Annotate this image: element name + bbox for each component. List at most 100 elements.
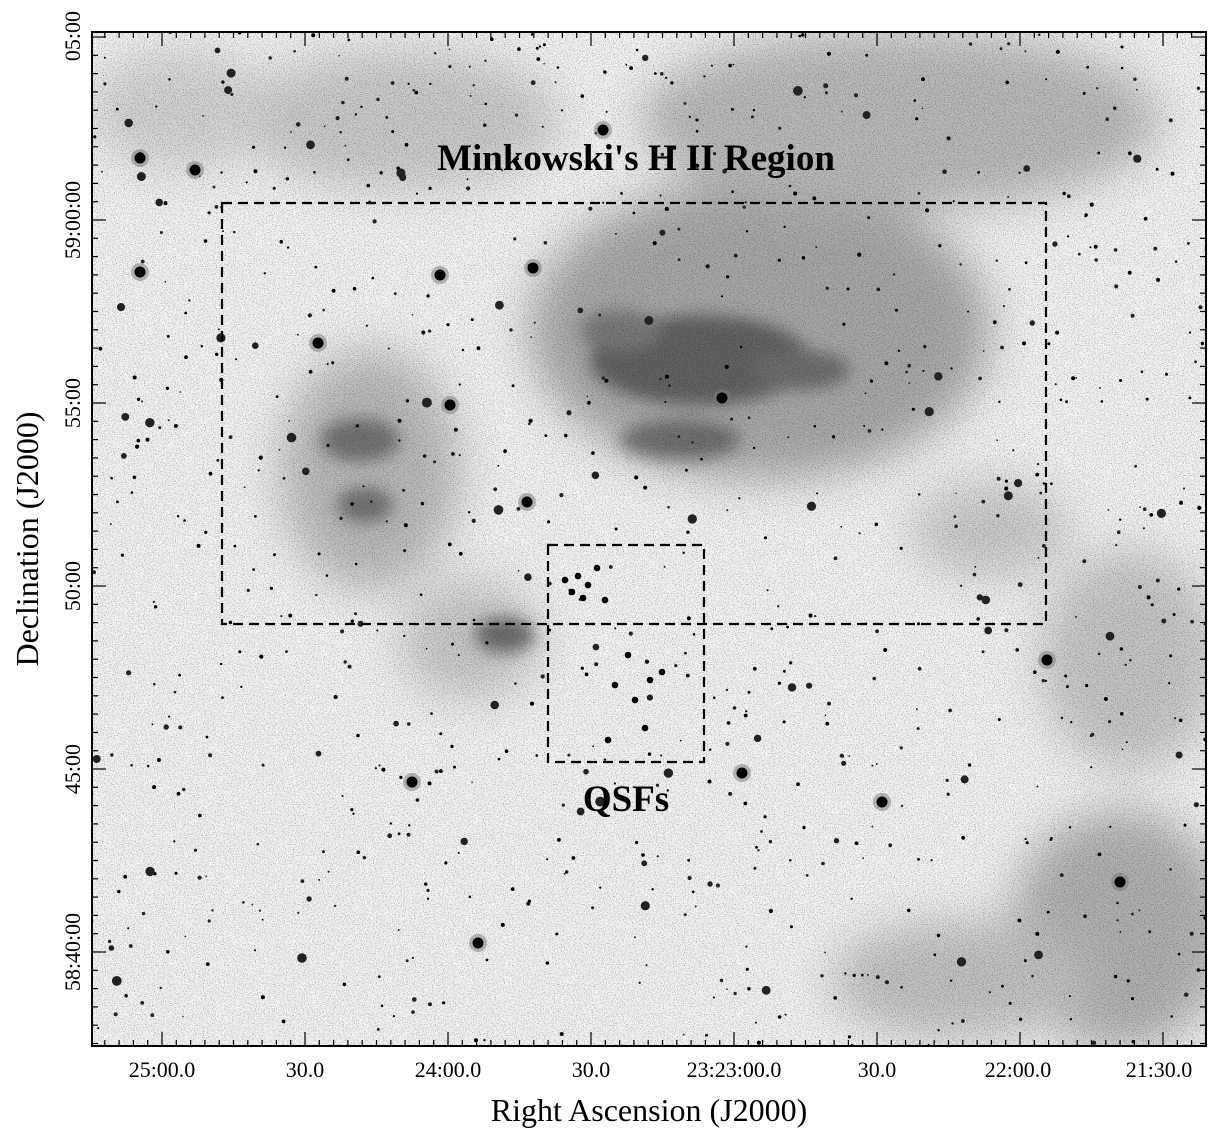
star bbox=[352, 812, 355, 815]
star bbox=[712, 696, 716, 699]
star bbox=[354, 113, 358, 116]
star bbox=[682, 551, 685, 554]
star bbox=[793, 191, 798, 196]
star bbox=[632, 211, 636, 215]
star bbox=[763, 815, 767, 819]
star bbox=[635, 48, 639, 52]
star bbox=[1003, 491, 1013, 501]
star bbox=[972, 572, 977, 577]
star bbox=[528, 422, 531, 426]
star bbox=[1075, 616, 1077, 618]
star bbox=[1182, 487, 1186, 490]
star bbox=[159, 986, 162, 990]
star bbox=[784, 1013, 787, 1016]
star bbox=[273, 553, 276, 557]
star bbox=[173, 424, 178, 428]
star bbox=[788, 184, 792, 188]
star bbox=[1077, 252, 1081, 256]
star bbox=[538, 45, 542, 48]
y-tick-label: 58:40:00 bbox=[60, 913, 85, 991]
star bbox=[766, 589, 769, 592]
star bbox=[803, 96, 807, 99]
star bbox=[824, 951, 826, 954]
star bbox=[860, 973, 864, 977]
star bbox=[1150, 603, 1154, 607]
star bbox=[1002, 305, 1005, 307]
star bbox=[253, 949, 257, 952]
star bbox=[1113, 106, 1117, 110]
star bbox=[252, 342, 259, 350]
star bbox=[347, 38, 351, 42]
star bbox=[921, 107, 924, 110]
star bbox=[285, 177, 289, 181]
star bbox=[897, 349, 901, 352]
star bbox=[182, 1015, 184, 1018]
star bbox=[858, 532, 861, 535]
star bbox=[457, 653, 460, 657]
star bbox=[153, 605, 158, 609]
star bbox=[233, 230, 236, 234]
star bbox=[146, 764, 150, 768]
star bbox=[1146, 595, 1151, 600]
star bbox=[777, 605, 780, 608]
star bbox=[340, 629, 345, 634]
y-tick-label: 45:00 bbox=[60, 744, 85, 794]
star bbox=[261, 763, 265, 767]
star bbox=[179, 391, 181, 393]
star bbox=[1134, 464, 1138, 468]
star bbox=[768, 839, 773, 844]
star bbox=[1023, 959, 1027, 963]
star bbox=[453, 427, 458, 432]
star bbox=[128, 944, 133, 948]
star bbox=[184, 311, 188, 315]
star bbox=[875, 975, 880, 980]
star bbox=[812, 196, 817, 201]
star bbox=[1082, 559, 1087, 564]
star bbox=[220, 171, 223, 174]
y-tick-labels: 05:00 59:00:00 55:00 50:00 45:00 58:40:0… bbox=[60, 11, 85, 991]
star bbox=[599, 886, 602, 889]
star bbox=[472, 84, 475, 87]
star bbox=[1177, 587, 1181, 591]
star bbox=[124, 118, 133, 128]
star bbox=[509, 328, 513, 332]
star bbox=[1133, 154, 1142, 163]
star bbox=[998, 400, 1001, 403]
star bbox=[341, 100, 345, 105]
star bbox=[1050, 837, 1053, 840]
star bbox=[407, 82, 410, 85]
star bbox=[951, 1022, 954, 1025]
star bbox=[322, 850, 325, 854]
star bbox=[167, 419, 170, 422]
star bbox=[917, 493, 921, 496]
star bbox=[844, 972, 847, 975]
star bbox=[842, 322, 846, 326]
star bbox=[156, 758, 161, 762]
star bbox=[536, 57, 541, 61]
star bbox=[866, 973, 869, 976]
star bbox=[495, 300, 504, 310]
y-tick-label: 55:00 bbox=[60, 378, 85, 428]
star bbox=[397, 832, 401, 836]
star bbox=[306, 140, 315, 150]
star bbox=[867, 429, 872, 433]
star bbox=[703, 75, 706, 78]
star bbox=[1008, 287, 1011, 291]
star bbox=[783, 669, 786, 673]
star bbox=[881, 428, 884, 431]
star bbox=[145, 866, 155, 877]
star bbox=[393, 720, 399, 727]
star bbox=[1168, 682, 1171, 685]
star bbox=[567, 753, 571, 757]
star bbox=[1065, 400, 1068, 404]
star bbox=[953, 515, 957, 518]
star bbox=[469, 95, 472, 97]
star bbox=[924, 407, 934, 417]
star bbox=[127, 927, 130, 930]
star bbox=[221, 696, 224, 699]
star bbox=[950, 367, 953, 370]
star bbox=[198, 813, 202, 818]
star bbox=[1107, 509, 1110, 511]
star bbox=[228, 620, 233, 625]
